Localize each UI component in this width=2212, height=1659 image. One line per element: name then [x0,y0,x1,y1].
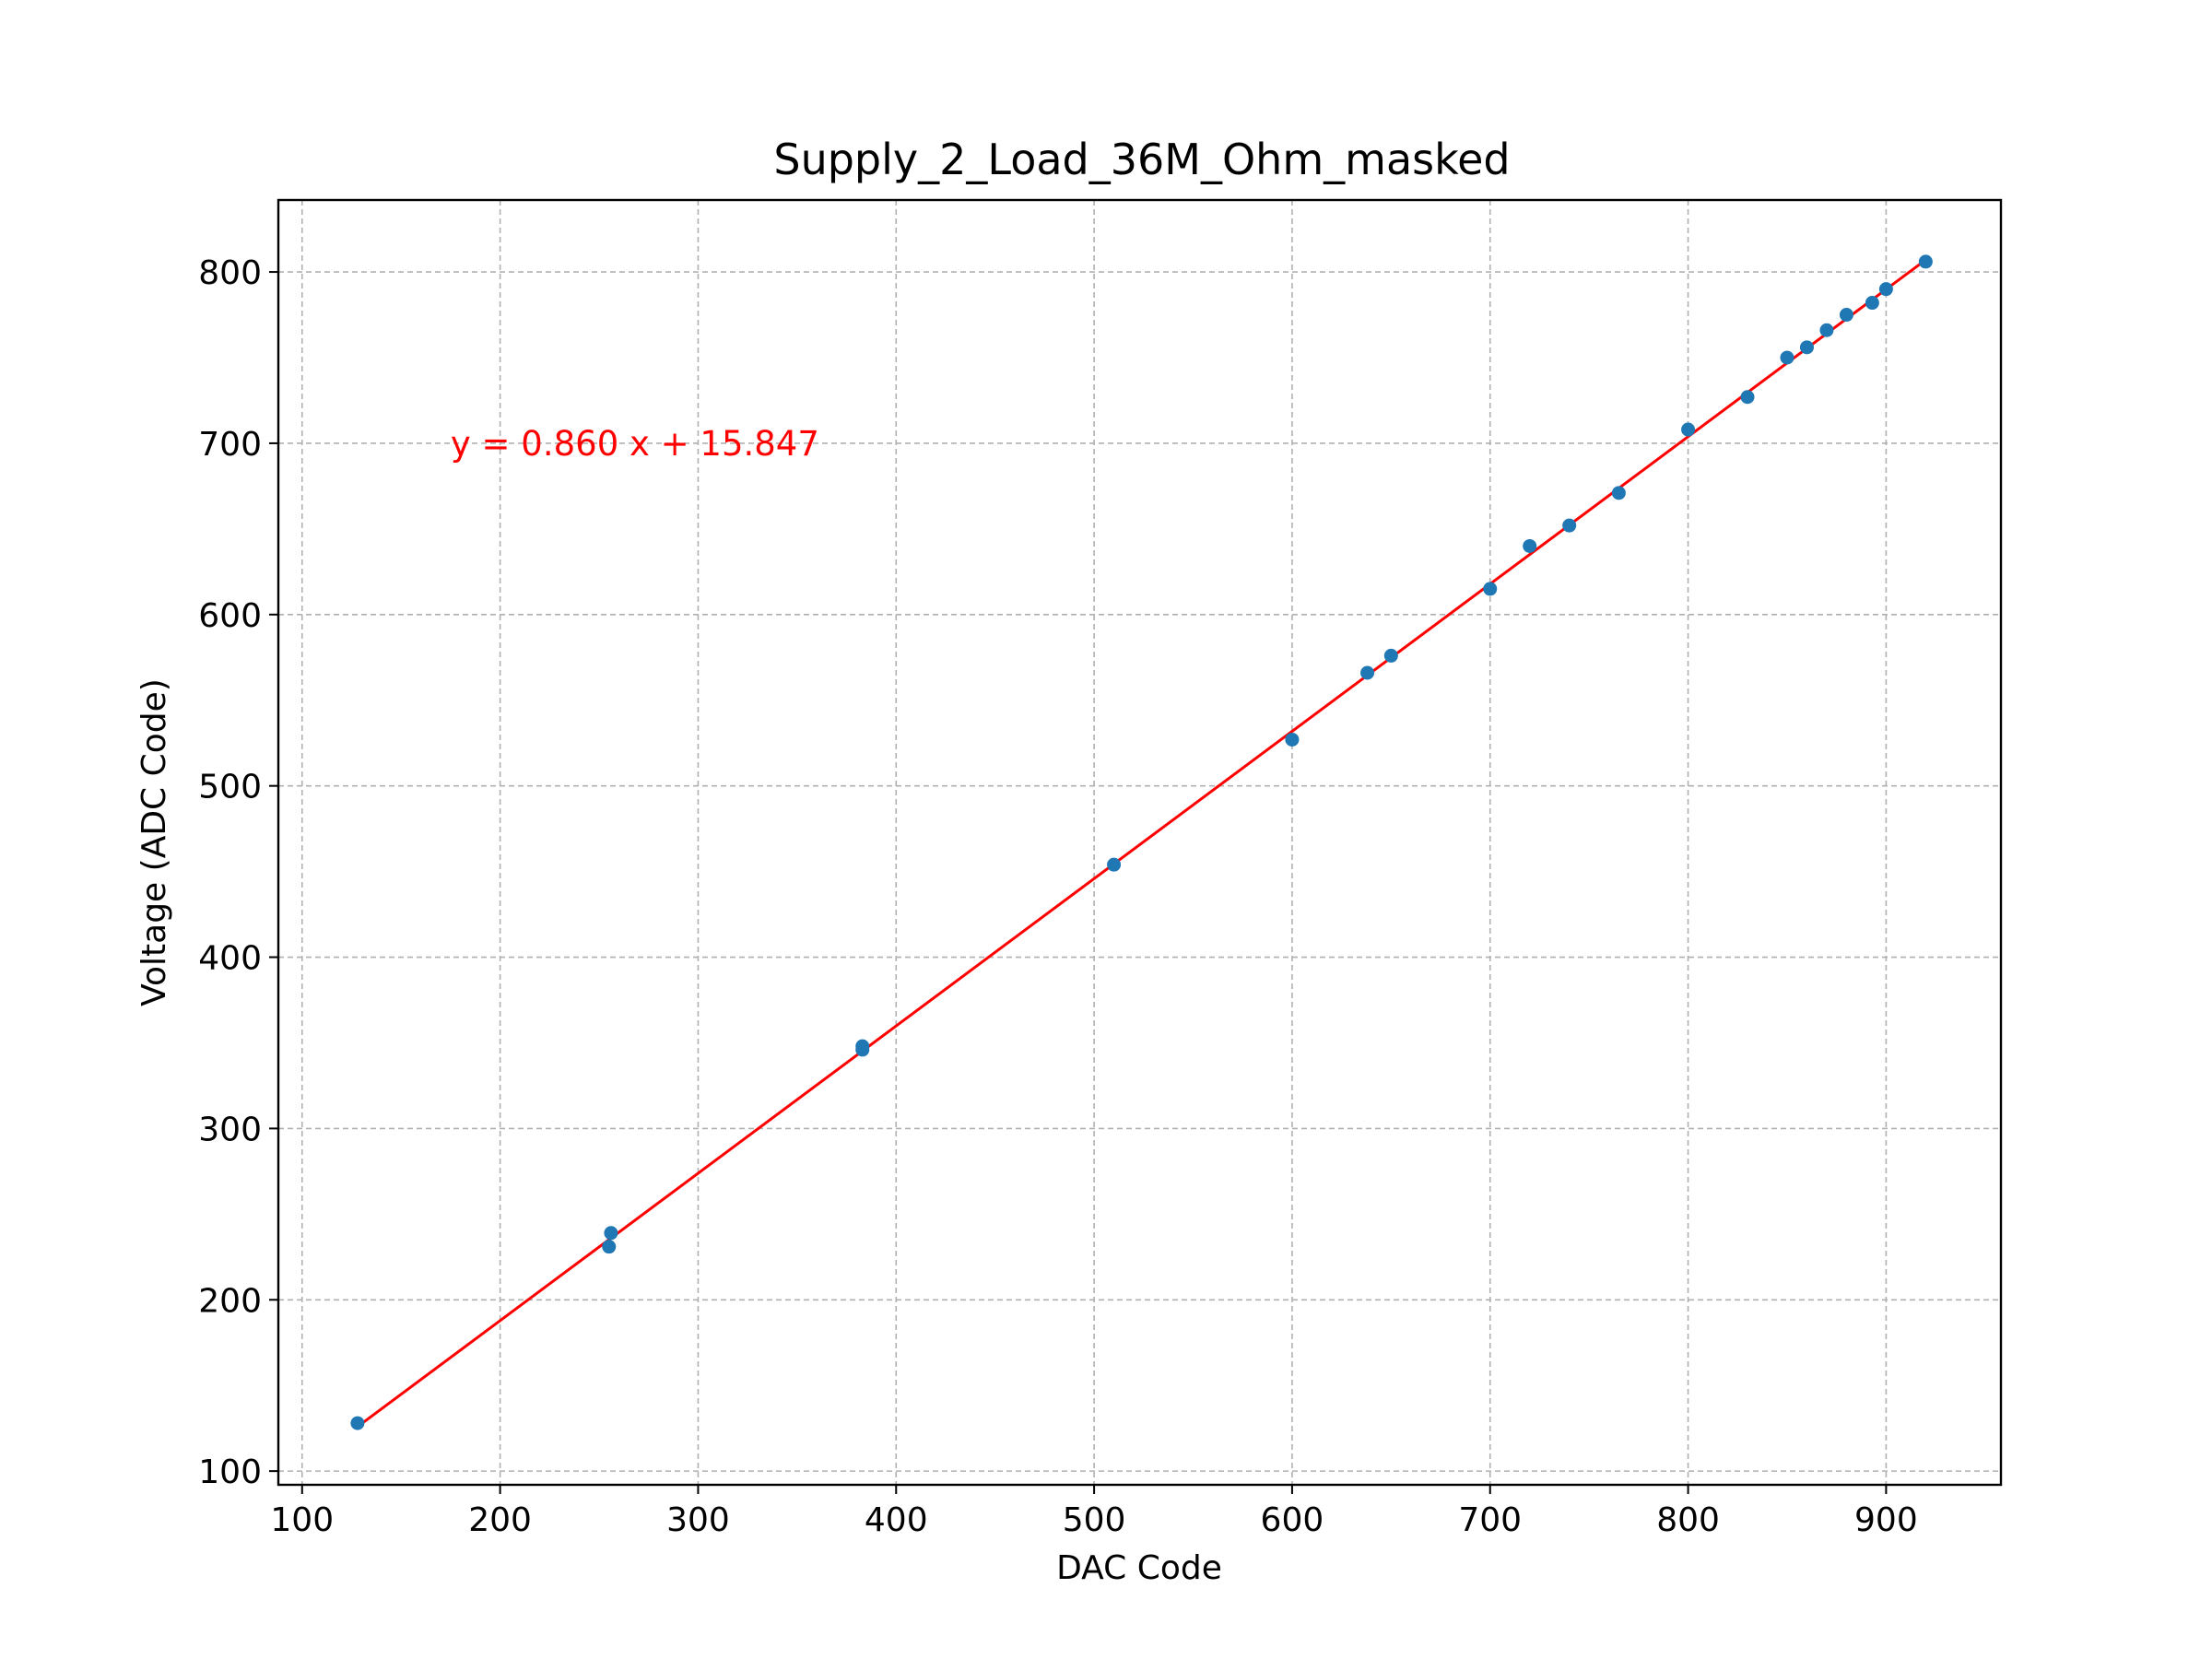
data-point [1799,340,1814,355]
fit-equation-annotation: y = 0.860 x + 15.847 [451,424,819,464]
data-point [1839,308,1853,323]
x-tick-label: 100 [270,1501,334,1539]
data-point [350,1416,365,1430]
x-tick-label: 500 [1063,1501,1126,1539]
grid-lines [278,200,2001,1485]
x-axis-ticks: 100 200 300 400 500 600 700 800 900 [270,1485,1918,1539]
data-point [1562,518,1577,533]
y-tick-label: 800 [198,254,262,292]
y-tick-label: 600 [198,597,262,635]
fit-line [357,258,1927,1429]
x-axis-label: DAC Code [1056,1549,1222,1587]
x-tick-label: 600 [1261,1501,1324,1539]
data-point [1360,665,1375,680]
data-point [1740,390,1755,405]
y-tick-label: 200 [198,1282,262,1320]
x-tick-label: 200 [468,1501,532,1539]
y-tick-label: 500 [198,769,262,806]
data-point [1285,732,1300,747]
y-axis-label: Voltage (ADC Code) [135,678,173,1006]
data-points [350,254,1933,1430]
data-point [1865,296,1879,311]
x-tick-label: 900 [1854,1501,1918,1539]
data-point [1780,350,1794,365]
data-point [604,1226,618,1241]
x-tick-label: 400 [865,1501,928,1539]
data-point [1681,422,1696,437]
data-point [855,1039,870,1053]
y-tick-label: 300 [198,1111,262,1148]
fit-line-layer [357,258,1927,1429]
x-tick-label: 800 [1656,1501,1720,1539]
data-point [1523,538,1537,553]
x-tick-label: 700 [1458,1501,1522,1539]
y-axis-ticks: 100 200 300 400 500 600 700 800 [198,254,278,1491]
data-point [1107,857,1122,872]
data-point [1483,582,1498,596]
y-tick-label: 100 [198,1453,262,1491]
data-point [1383,648,1398,663]
data-point [1611,486,1626,500]
data-point [1878,282,1893,297]
data-point [1819,323,1834,337]
y-tick-label: 700 [198,426,262,464]
x-tick-label: 300 [666,1501,730,1539]
plot-frame [276,198,2003,1487]
data-point [602,1240,617,1254]
chart-title: Supply_2_Load_36M_Ohm_masked [773,135,1510,184]
y-tick-label: 400 [198,940,262,978]
data-point [1918,254,1933,269]
